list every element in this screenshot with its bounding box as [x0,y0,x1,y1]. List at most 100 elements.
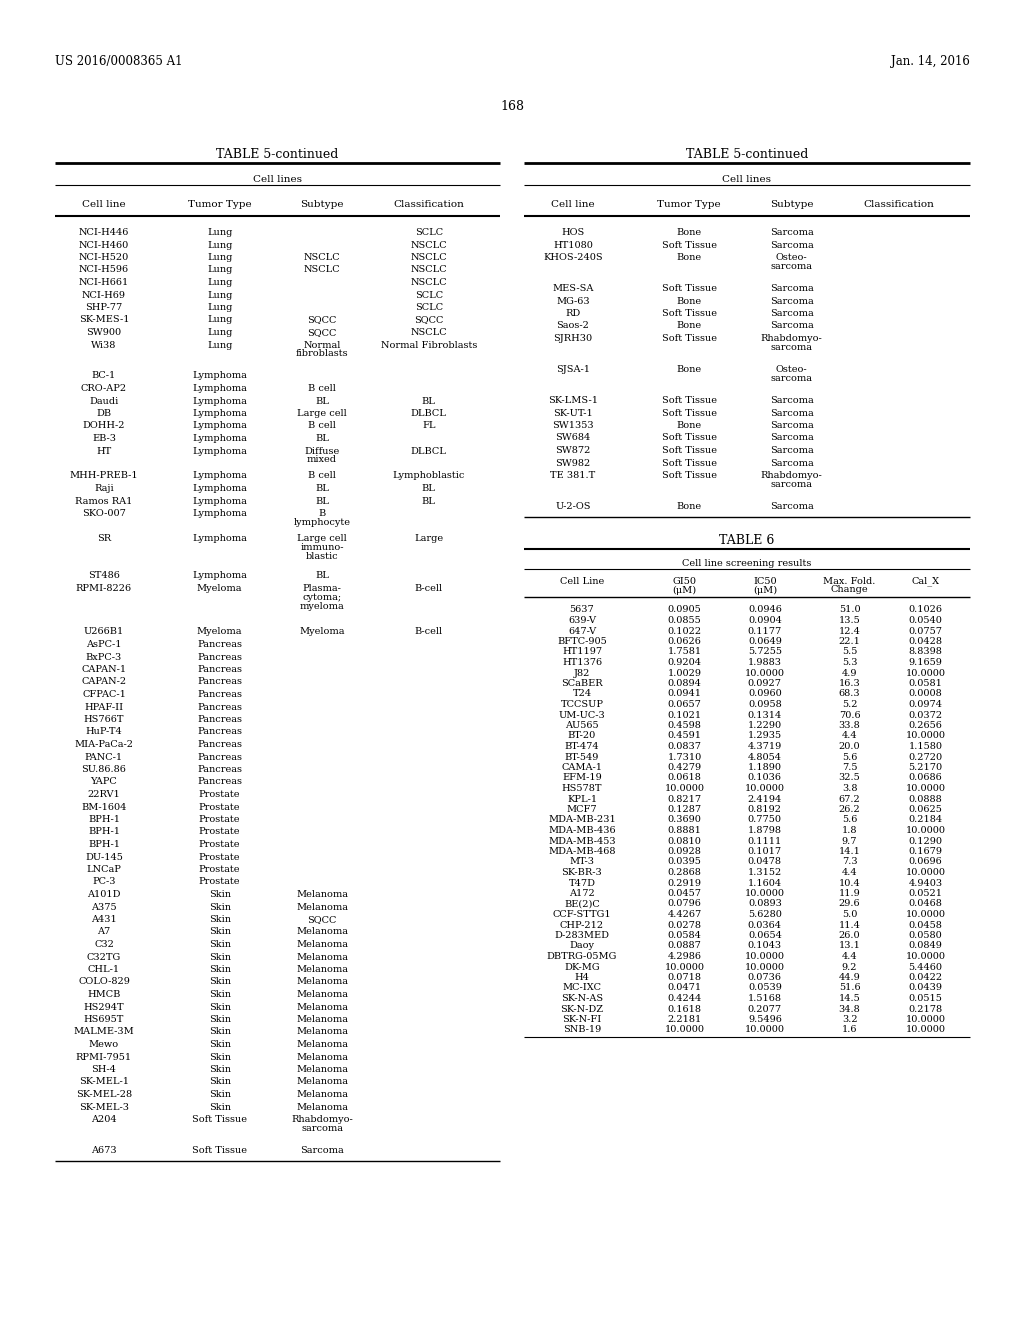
Text: TABLE 5-continued: TABLE 5-continued [216,148,339,161]
Text: Prostate: Prostate [199,814,241,824]
Text: 0.8881: 0.8881 [668,826,701,836]
Text: Sarcoma: Sarcoma [770,433,813,442]
Text: Skin: Skin [209,890,230,899]
Text: Raji: Raji [94,484,114,492]
Text: HT1376: HT1376 [562,657,602,667]
Text: 10.0000: 10.0000 [744,888,784,898]
Text: HuP-T4: HuP-T4 [86,727,122,737]
Text: A7: A7 [97,928,111,936]
Text: Soft Tissue: Soft Tissue [662,240,717,249]
Text: 10.0000: 10.0000 [905,731,945,741]
Text: sarcoma: sarcoma [301,1125,343,1133]
Text: Lung: Lung [207,327,232,337]
Text: SW872: SW872 [555,446,591,455]
Text: 1.1580: 1.1580 [908,742,942,751]
Text: 0.0649: 0.0649 [748,638,781,645]
Text: Pancreas: Pancreas [198,727,242,737]
Text: Ramos RA1: Ramos RA1 [75,496,133,506]
Text: Soft Tissue: Soft Tissue [193,1115,247,1125]
Text: 9.1659: 9.1659 [908,657,942,667]
Text: 10.0000: 10.0000 [905,1026,945,1035]
Text: Bone: Bone [677,228,701,238]
Text: 0.2178: 0.2178 [908,1005,942,1014]
Text: SK-MEL-28: SK-MEL-28 [76,1090,132,1100]
Text: 5.6: 5.6 [842,816,857,825]
Text: 5.2: 5.2 [842,700,857,709]
Text: IC50: IC50 [753,577,776,586]
Text: 0.1314: 0.1314 [748,710,782,719]
Text: 2.4194: 2.4194 [748,795,782,804]
Text: NSCLC: NSCLC [304,253,340,261]
Text: 0.0696: 0.0696 [908,858,942,866]
Text: Skin: Skin [209,1015,230,1024]
Text: Skin: Skin [209,940,230,949]
Text: 0.0457: 0.0457 [668,888,701,898]
Text: U266B1: U266B1 [84,627,124,636]
Text: mixed: mixed [307,455,337,465]
Text: Prostate: Prostate [199,828,241,837]
Text: 0.1043: 0.1043 [748,941,782,950]
Text: 0.1679: 0.1679 [908,847,942,855]
Text: H4: H4 [574,973,590,982]
Text: GI50: GI50 [673,577,696,586]
Text: 0.0515: 0.0515 [908,994,942,1003]
Text: Soft Tissue: Soft Tissue [662,433,717,442]
Text: 0.0372: 0.0372 [908,710,942,719]
Text: 0.0539: 0.0539 [748,983,781,993]
Text: sarcoma: sarcoma [771,261,813,271]
Text: Skin: Skin [209,1065,230,1074]
Text: 13.5: 13.5 [839,616,860,624]
Text: Lung: Lung [207,315,232,325]
Text: 10.0000: 10.0000 [905,1015,945,1024]
Text: 0.3690: 0.3690 [668,816,701,825]
Text: 44.9: 44.9 [839,973,860,982]
Text: Melanoma: Melanoma [296,890,348,899]
Text: 0.1021: 0.1021 [668,710,701,719]
Text: EFM-19: EFM-19 [562,774,602,783]
Text: HOS: HOS [561,228,585,238]
Text: MIA-PaCa-2: MIA-PaCa-2 [75,741,133,748]
Text: NSCLC: NSCLC [411,240,447,249]
Text: Lymphoma: Lymphoma [193,572,247,581]
Text: BT-474: BT-474 [564,742,599,751]
Text: 0.2868: 0.2868 [668,869,701,876]
Text: Pancreas: Pancreas [198,677,242,686]
Text: 0.1017: 0.1017 [748,847,782,855]
Text: 0.0904: 0.0904 [748,616,781,624]
Text: 0.0471: 0.0471 [668,983,701,993]
Text: blastic: blastic [306,552,338,561]
Text: AsPC-1: AsPC-1 [86,640,122,649]
Text: 68.3: 68.3 [839,689,860,698]
Text: 0.0927: 0.0927 [748,678,782,688]
Text: US 2016/0008365 A1: US 2016/0008365 A1 [55,55,182,69]
Text: Sarcoma: Sarcoma [770,284,813,293]
Text: SQCC: SQCC [307,315,337,325]
Text: 5.4460: 5.4460 [908,962,942,972]
Text: MC-IXC: MC-IXC [562,983,601,993]
Text: 0.0580: 0.0580 [908,931,942,940]
Text: 0.0958: 0.0958 [748,700,781,709]
Text: BL: BL [315,572,329,581]
Text: MALME-3M: MALME-3M [74,1027,134,1036]
Text: SCaBER: SCaBER [561,678,603,688]
Text: Large: Large [415,535,443,543]
Text: Classification: Classification [393,201,464,209]
Text: BC-1: BC-1 [92,371,116,380]
Text: Melanoma: Melanoma [296,1077,348,1086]
Text: Prostate: Prostate [199,840,241,849]
Text: HT1197: HT1197 [562,648,602,656]
Text: 8.8398: 8.8398 [908,648,942,656]
Text: 11.4: 11.4 [839,920,860,929]
Text: MHH-PREB-1: MHH-PREB-1 [70,471,138,480]
Text: (μM): (μM) [673,586,696,594]
Text: CHP-212: CHP-212 [560,920,604,929]
Text: 0.0618: 0.0618 [668,774,701,783]
Text: NCI-H446: NCI-H446 [79,228,129,238]
Text: 29.6: 29.6 [839,899,860,908]
Text: BE(2)C: BE(2)C [564,899,600,908]
Text: Bone: Bone [677,502,701,511]
Text: 0.0736: 0.0736 [748,973,782,982]
Text: Sarcoma: Sarcoma [770,228,813,238]
Text: Lung: Lung [207,304,232,312]
Text: Lymphoma: Lymphoma [193,510,247,517]
